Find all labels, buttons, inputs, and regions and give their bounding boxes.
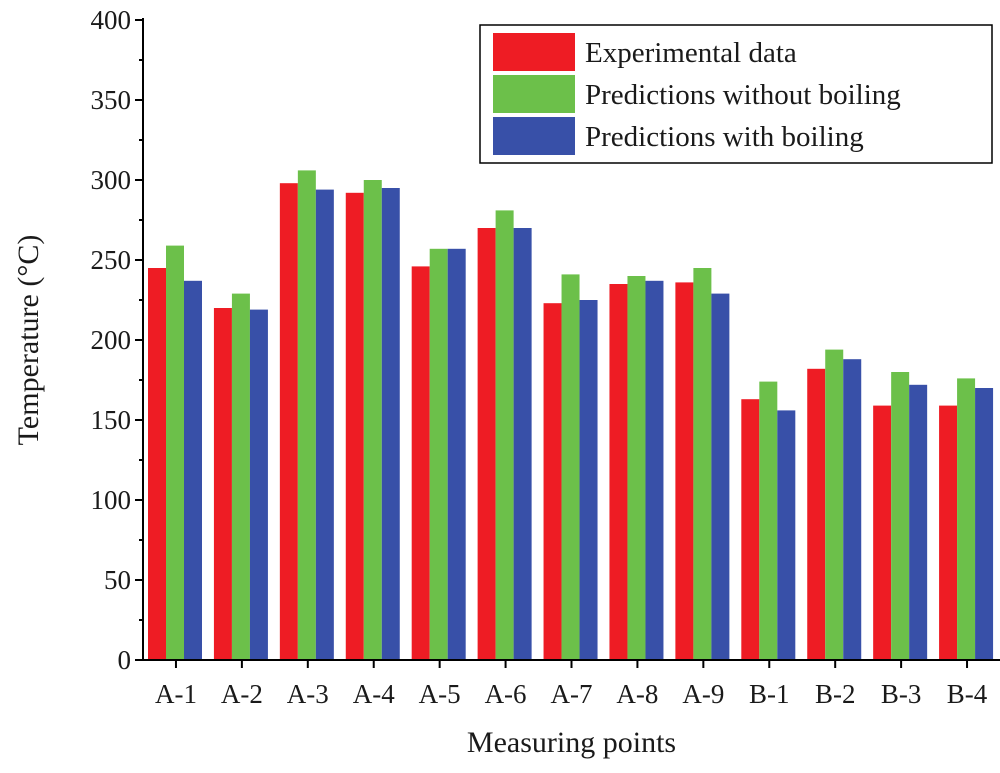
bar-b-1-series-2 (759, 381, 778, 660)
bar-a-7-series-2 (561, 274, 580, 660)
y-tick-label: 300 (91, 165, 132, 195)
x-tick-label: A-8 (616, 679, 658, 709)
y-tick-label: 250 (91, 245, 132, 275)
bar-a-3-series-3 (315, 189, 334, 660)
bar-a-3-series-1 (279, 183, 298, 660)
bar-a-2-series-1 (213, 308, 232, 660)
y-tick-label: 400 (91, 5, 132, 35)
legend-label-series-2: Predictions without boiling (585, 79, 901, 111)
bar-a-2-series-3 (249, 309, 268, 660)
bar-a-5-series-2 (429, 248, 448, 661)
x-tick-label: A-3 (287, 679, 329, 709)
y-tick-label: 150 (91, 405, 132, 435)
bar-b-2-series-1 (807, 368, 826, 660)
bar-a-8-series-1 (609, 284, 628, 660)
x-tick-label: A-5 (419, 679, 461, 709)
bar-a-9-series-1 (675, 282, 694, 660)
bar-a-4-series-1 (345, 192, 364, 661)
bar-a-1-series-2 (166, 245, 184, 660)
y-tick-label: 200 (91, 325, 132, 355)
y-tick-label: 350 (91, 85, 132, 115)
bar-a-7-series-1 (543, 303, 562, 660)
bar-a-6-series-2 (495, 210, 514, 660)
bar-b-3-series-1 (873, 405, 892, 660)
x-tick-label: B-1 (749, 679, 790, 709)
bar-a-9-series-2 (693, 268, 712, 660)
bar-b-4-series-3 (975, 388, 994, 660)
legend: Experimental data Predictions without boi… (479, 24, 993, 164)
bar-b-2-series-3 (843, 359, 862, 660)
bar-a-5-series-1 (411, 266, 430, 660)
x-tick-label: A-4 (353, 679, 395, 709)
x-tick-label: A-6 (485, 679, 527, 709)
bars-group (148, 170, 994, 661)
legend-swatch-series-3 (493, 117, 575, 155)
bar-a-4-series-2 (363, 180, 382, 660)
bar-a-3-series-2 (297, 170, 316, 660)
bar-a-4-series-3 (381, 188, 400, 660)
y-axis-title: Temperature (°C) (12, 235, 45, 446)
bar-a-6-series-3 (513, 228, 532, 660)
bar-b-1-series-3 (777, 410, 796, 660)
x-tick-label: B-3 (881, 679, 922, 709)
y-tick-label: 50 (104, 565, 131, 595)
x-tick-label: B-4 (947, 679, 988, 709)
bar-a-1-series-1 (148, 268, 166, 660)
bar-a-9-series-3 (711, 293, 730, 660)
x-axis-title: Measuring points (467, 726, 676, 759)
x-tick-label: A-9 (682, 679, 724, 709)
y-tick-label: 0 (118, 645, 132, 675)
bar-b-4-series-1 (939, 405, 958, 660)
bar-b-2-series-2 (825, 349, 844, 660)
bar-a-5-series-3 (447, 248, 466, 661)
x-tick-label: B-2 (815, 679, 856, 709)
bar-b-3-series-2 (891, 372, 910, 660)
legend-label-series-1: Experimental data (585, 37, 797, 69)
bar-a-2-series-2 (231, 293, 250, 660)
bar-a-8-series-3 (645, 280, 664, 660)
bar-b-3-series-3 (909, 384, 928, 660)
legend-label-series-3: Predictions with boiling (585, 121, 864, 153)
bar-a-1-series-3 (184, 280, 202, 660)
bar-a-6-series-1 (477, 228, 496, 660)
legend-swatch-series-2 (493, 75, 575, 113)
bar-b-4-series-2 (957, 378, 976, 660)
legend-swatch-series-1 (493, 33, 575, 71)
x-tick-label: A-7 (551, 679, 593, 709)
bar-a-7-series-3 (579, 300, 598, 660)
y-tick-label: 100 (91, 485, 132, 515)
bar-b-1-series-1 (741, 399, 760, 660)
y-ticks-group: 0 50 100 150 200 250 300 350 400 (91, 5, 143, 675)
bar-a-8-series-2 (627, 276, 646, 660)
x-tick-label: A-2 (221, 679, 263, 709)
x-ticks-group: A-1 A-2 A-3 A-4 A-5 A-6 A-7 A-8 A-9 B-1 B-2 B-3 B-4 (155, 660, 988, 709)
x-tick-label: A-1 (155, 679, 197, 709)
